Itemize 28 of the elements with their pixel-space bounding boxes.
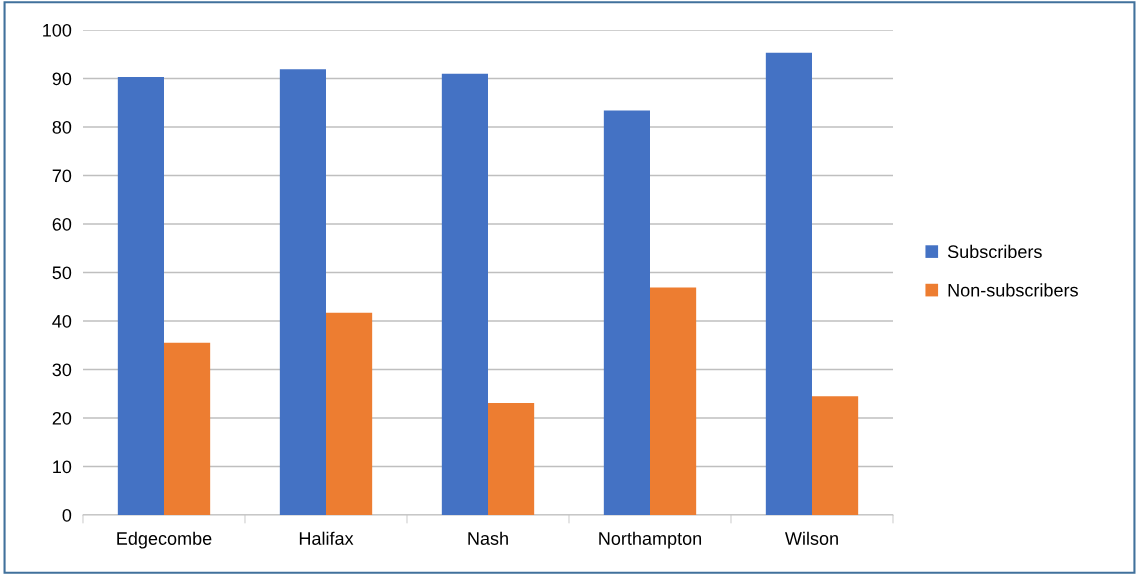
x-tick-label: Nash [468, 531, 508, 545]
bar [164, 342, 211, 515]
bar [279, 69, 326, 515]
x-tick-label: Halifax [299, 531, 354, 545]
legend-label: Subscribers [947, 244, 1042, 259]
y-tick-label: 40 [52, 314, 72, 328]
y-tick-label: 50 [52, 266, 72, 280]
y-tick-label: 20 [52, 411, 72, 425]
x-tick-label: Wilson [784, 531, 838, 545]
y-tick-label: 30 [52, 363, 72, 377]
y-tick-label: 0 [62, 508, 72, 522]
bar [441, 73, 488, 515]
legend-label: Non-subscribers [948, 283, 1078, 297]
y-tick-label: 10 [53, 460, 72, 474]
bar [117, 77, 164, 515]
bar [765, 52, 812, 515]
x-tick-label: Edgecombe [117, 531, 212, 549]
y-tick-label: 60 [52, 217, 72, 231]
x-tick-label: Northampton [599, 531, 702, 549]
bar [326, 312, 373, 515]
bar [812, 396, 859, 515]
bar [650, 287, 697, 515]
y-tick-label: 70 [52, 169, 72, 183]
y-tick-label: 90 [52, 72, 72, 86]
bar [603, 110, 650, 515]
y-tick-label: 100 [43, 23, 72, 37]
y-tick-label: 80 [52, 120, 72, 134]
bar [488, 402, 535, 515]
